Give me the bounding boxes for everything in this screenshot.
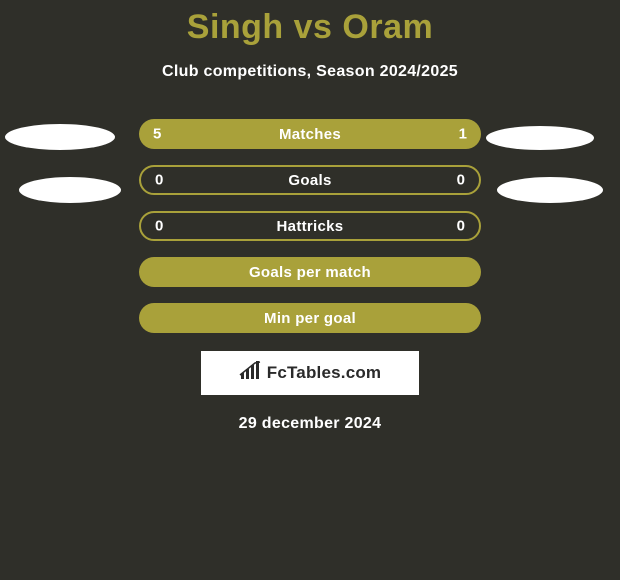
- stat-value-right: 1: [459, 126, 467, 143]
- stat-label: Goals: [288, 172, 331, 189]
- stat-label: Hattricks: [277, 218, 344, 235]
- decorative-ellipse: [19, 177, 121, 203]
- stat-value-right: 0: [457, 172, 465, 189]
- stat-bar: Goals per match: [139, 257, 481, 287]
- stat-label: Goals per match: [249, 264, 371, 281]
- stat-value-right: 0: [457, 218, 465, 235]
- stat-bar: 0 Hattricks 0: [139, 211, 481, 241]
- subtitle: Club competitions, Season 2024/2025: [0, 63, 620, 81]
- stat-value-left: 0: [155, 218, 163, 235]
- stat-row: 0 Hattricks 0: [0, 211, 620, 241]
- stat-bar: 5 Matches 1: [139, 119, 481, 149]
- decorative-ellipse: [486, 126, 594, 150]
- date: 29 december 2024: [0, 415, 620, 433]
- stat-bar: 0 Goals 0: [139, 165, 481, 195]
- stat-label: Min per goal: [264, 310, 356, 327]
- stat-label: Matches: [279, 126, 341, 143]
- stat-row: Min per goal: [0, 303, 620, 333]
- logo-text: FcTables.com: [267, 363, 382, 383]
- decorative-ellipse: [5, 124, 115, 150]
- chart-icon: [239, 361, 263, 386]
- decorative-ellipse: [497, 177, 603, 203]
- stat-value-left: 0: [155, 172, 163, 189]
- stats-container: 5 Matches 1 0 Goals 0 0 Hattricks 0 Goals per mat…: [0, 119, 620, 333]
- stat-row: Goals per match: [0, 257, 620, 287]
- stat-value-left: 5: [153, 126, 161, 143]
- stat-bar: Min per goal: [139, 303, 481, 333]
- source-logo: FcTables.com: [201, 351, 419, 395]
- page-title: Singh vs Oram: [0, 0, 620, 47]
